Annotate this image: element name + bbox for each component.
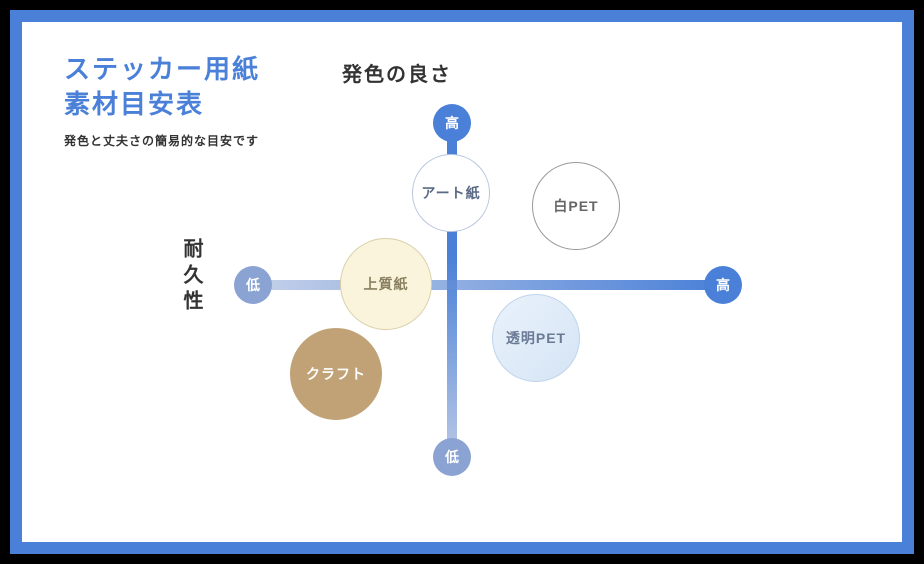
axis-endpoint-top: 高 — [433, 104, 471, 142]
axis-endpoint-bottom: 低 — [433, 438, 471, 476]
axis-endpoint-left: 低 — [234, 266, 272, 304]
material-node: 透明PET — [492, 294, 580, 382]
material-node: アート紙 — [412, 154, 490, 232]
quadrant-chart: 高低低高 アート紙白PET上質紙透明PETクラフト — [22, 22, 902, 542]
material-node: 白PET — [532, 162, 620, 250]
material-node: クラフト — [290, 328, 382, 420]
material-node: 上質紙 — [340, 238, 432, 330]
chart-frame: ステッカー用紙 素材目安表 発色と丈夫さの簡易的な目安です 発色の良さ 耐久性 … — [10, 10, 914, 554]
axis-horizontal — [252, 280, 722, 290]
axis-endpoint-right: 高 — [704, 266, 742, 304]
